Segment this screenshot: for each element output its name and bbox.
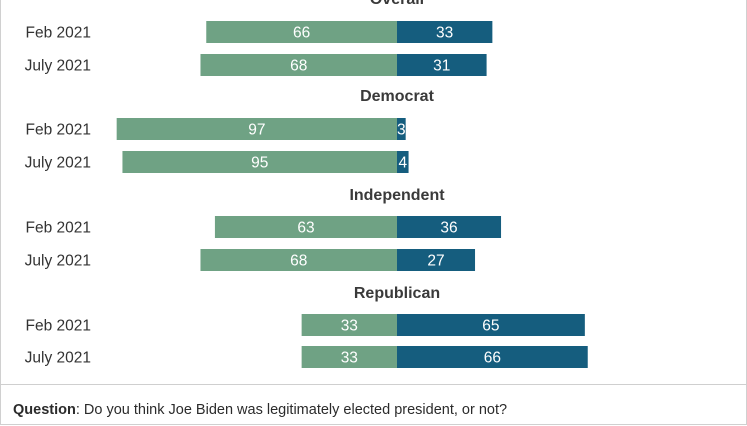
row-label: Feb 2021 (26, 122, 92, 139)
right-value-label: 3 (397, 122, 406, 139)
row-label: July 2021 (25, 58, 91, 75)
group-title: Independent (349, 187, 445, 204)
right-value-label: 33 (436, 25, 453, 42)
left-value-label: 95 (251, 155, 268, 172)
question-note: Question: Do you think Joe Biden was leg… (13, 402, 743, 418)
diverging-bar-chart: Overall Feb 2021 66 33 July 2021 68 31 Democrat… (25, 0, 588, 368)
left-bar (122, 151, 397, 173)
right-bar (397, 118, 406, 140)
group-title: Democrat (360, 88, 434, 105)
left-bar (200, 249, 397, 271)
right-bar (397, 21, 493, 43)
right-bar (397, 54, 487, 76)
footer-divider (0, 384, 746, 385)
right-value-label: 65 (482, 318, 499, 335)
row-label: Feb 2021 (26, 220, 92, 237)
left-value-label: 66 (293, 25, 310, 42)
right-bar (397, 249, 476, 271)
right-bar (397, 216, 502, 238)
row-label: July 2021 (25, 155, 91, 172)
right-value-label: 31 (433, 58, 450, 75)
row-label: July 2021 (25, 350, 91, 367)
left-value-label: 33 (341, 318, 358, 335)
left-bar (214, 216, 397, 238)
left-bar (301, 346, 397, 368)
left-bar (301, 314, 397, 336)
right-value-label: 66 (484, 350, 501, 367)
row-label: Feb 2021 (26, 318, 92, 335)
right-value-label: 4 (398, 155, 407, 172)
row-label: July 2021 (25, 253, 91, 270)
left-value-label: 68 (290, 253, 307, 270)
group-title: Overall (370, 0, 424, 8)
left-bar (200, 54, 397, 76)
right-value-label: 27 (427, 253, 444, 270)
left-value-label: 97 (248, 122, 265, 139)
left-value-label: 63 (297, 220, 314, 237)
right-bar (397, 346, 588, 368)
row-label: Feb 2021 (26, 25, 92, 42)
question-text: : Do you think Joe Biden was legitimatel… (75, 402, 508, 418)
left-value-label: 33 (341, 350, 358, 367)
right-value-label: 36 (440, 220, 457, 237)
left-value-label: 68 (290, 58, 307, 75)
question-label: Question (13, 402, 76, 418)
right-bar (397, 151, 409, 173)
left-bar (206, 21, 397, 43)
group-title: Republican (354, 285, 440, 302)
right-bar (397, 314, 585, 336)
left-bar (116, 118, 398, 140)
